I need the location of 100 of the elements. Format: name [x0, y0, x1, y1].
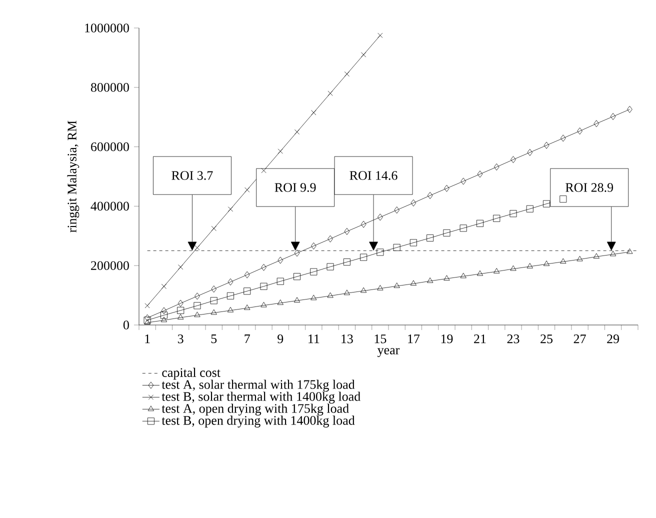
- point: [360, 220, 366, 228]
- x-tick-label: 21: [474, 334, 486, 344]
- point: [460, 272, 466, 278]
- point: [294, 297, 300, 302]
- point: [244, 288, 251, 295]
- point: [476, 270, 484, 276]
- legend-label: test B, open drying with 1400kg load: [162, 416, 355, 428]
- point: [161, 307, 167, 314]
- point: [376, 248, 384, 256]
- y-tick-label: 400000: [90, 202, 129, 211]
- point: [343, 258, 350, 266]
- point: [493, 214, 500, 222]
- point: [261, 168, 266, 174]
- y-tick-label: 0: [123, 320, 129, 330]
- point: [276, 278, 284, 285]
- point: [328, 90, 333, 96]
- point: [327, 292, 334, 298]
- point: [260, 302, 267, 308]
- x-tick-label: 3: [178, 334, 184, 344]
- point: [160, 312, 168, 319]
- x-tick-label: 15: [374, 334, 386, 344]
- point: [526, 262, 533, 268]
- point: [427, 278, 434, 283]
- point: [194, 245, 200, 250]
- point: [310, 242, 316, 250]
- point: [577, 128, 582, 135]
- point: [178, 300, 184, 307]
- y-tick-label: 600000: [91, 142, 129, 152]
- point: [410, 239, 417, 246]
- point: [160, 316, 168, 322]
- legend-label: capital cost: [162, 368, 220, 380]
- point: [594, 120, 600, 128]
- annotation: ROI 9.9: [274, 183, 316, 192]
- point: [610, 250, 616, 256]
- point: [226, 292, 234, 300]
- x-tick-label: 23: [507, 334, 520, 344]
- point: [477, 170, 483, 178]
- point: [260, 282, 268, 290]
- point: [211, 226, 216, 231]
- y-tick-label: 1000000: [85, 24, 129, 32]
- point: [178, 314, 184, 320]
- point: [378, 214, 383, 221]
- x-tick-label: 13: [342, 334, 353, 344]
- point: [361, 52, 366, 58]
- annotation: ROI 3.7: [172, 171, 213, 180]
- point: [494, 268, 500, 274]
- point: [444, 184, 450, 192]
- point: [310, 294, 317, 300]
- point: [427, 192, 433, 199]
- x-tick-label: 17: [408, 334, 420, 344]
- point: [161, 284, 166, 289]
- point: [560, 258, 566, 264]
- x-tick-label: 1: [145, 334, 150, 344]
- point: [510, 210, 517, 218]
- point: [194, 302, 201, 310]
- point: [610, 113, 616, 120]
- point: [194, 292, 200, 300]
- point: [227, 306, 234, 312]
- point: [344, 71, 350, 77]
- legend-label: test A, open drying with 175kg load: [162, 404, 349, 416]
- y-axis-title: ringgit Malaysia, RM: [67, 120, 80, 232]
- point: [144, 314, 150, 322]
- x-axis-title: year: [377, 348, 400, 358]
- point: [278, 148, 283, 154]
- point: [394, 206, 400, 214]
- point: [426, 234, 434, 242]
- point: [228, 278, 234, 286]
- point: [394, 282, 400, 288]
- point: [527, 148, 533, 156]
- point: [344, 290, 350, 296]
- point: [444, 275, 450, 281]
- point: [210, 309, 217, 315]
- point: [544, 142, 550, 149]
- point: [294, 129, 300, 134]
- point: [261, 264, 266, 271]
- point: [294, 273, 301, 280]
- point: [476, 220, 484, 227]
- x-tick-label: 9: [278, 334, 284, 344]
- legend-label: test A, solar thermal with 175kg load: [162, 380, 355, 392]
- point: [326, 263, 334, 270]
- point: [510, 265, 516, 271]
- point: [510, 156, 516, 164]
- point: [393, 244, 400, 251]
- point: [410, 199, 416, 206]
- point: [278, 256, 284, 264]
- point: [344, 228, 350, 235]
- point: [526, 205, 534, 212]
- point: [560, 196, 567, 203]
- point: [360, 287, 367, 293]
- point: [311, 110, 316, 116]
- point: [244, 304, 250, 310]
- point: [460, 178, 466, 185]
- point: [377, 284, 384, 290]
- point: [576, 256, 583, 262]
- point: [627, 106, 632, 113]
- point: [410, 280, 417, 286]
- point: [177, 306, 184, 314]
- point: [228, 206, 234, 212]
- point: [244, 271, 250, 278]
- x-tick-label: 29: [607, 334, 620, 344]
